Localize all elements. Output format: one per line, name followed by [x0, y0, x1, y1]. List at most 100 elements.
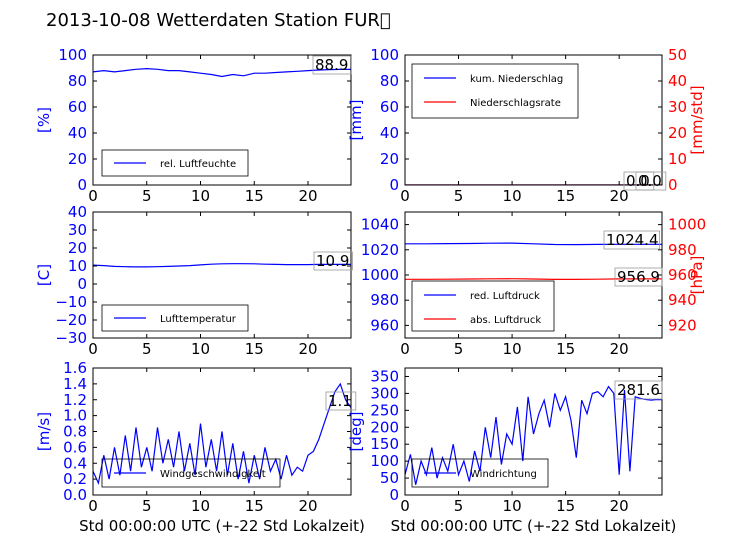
x-tick-label: 15: [556, 497, 575, 515]
value-annotation: 0.0: [626, 172, 650, 190]
x-tick-label: 5: [454, 187, 464, 205]
y-tick-label: 1.2: [63, 391, 87, 409]
value-annotation-box: [603, 230, 660, 250]
y-tick-label: 0: [77, 176, 87, 194]
legend-pressure: red. Luftdruck abs. Luftdruck: [411, 280, 555, 332]
value-annotation-box: [325, 391, 357, 411]
y-axis-label: [C]: [35, 264, 53, 286]
y-tick-label: 40: [68, 203, 87, 221]
y2-tick-label: 980: [668, 241, 697, 259]
y2-axis-label: [mm/std]: [688, 85, 706, 154]
x-tick-label: 0: [88, 497, 98, 515]
y-tick-label: 100: [370, 452, 399, 470]
y2-tick-label: 1000: [668, 216, 706, 234]
x-tick-label: 5: [454, 340, 464, 358]
x-tick-label: 20: [610, 340, 629, 358]
x-tick-label: 20: [298, 187, 317, 205]
value-annotation: 281.6: [617, 381, 660, 399]
y-tick-label: 960: [370, 316, 399, 334]
y-tick-label: 1040: [361, 216, 399, 234]
chart-title: 2013-10-08 Wetterdaten Station FUR : [46, 10, 391, 31]
legend-windspeed: Windgeschwindigkeit: [101, 458, 281, 488]
legend-temperature: Lufttemperatur: [101, 304, 249, 332]
legend-label: kum. Niederschlag: [470, 74, 563, 85]
series-temperature-0: [93, 263, 351, 268]
y2-tick-label: 0: [668, 176, 678, 194]
y-tick-label: 350: [370, 367, 399, 385]
x-tick-label: 10: [503, 187, 522, 205]
y2-axis-label: [hPa]: [688, 256, 706, 295]
panel-temperature: 0 5 10 15 20−30−20−10010203040[C]Lufttempera…: [35, 203, 353, 358]
y-tick-label: 250: [370, 401, 399, 419]
y-tick-label: 100: [370, 46, 399, 64]
value-annotation: 1.1: [328, 392, 352, 410]
y2-tick-label: 40: [668, 72, 687, 90]
y2-tick-label: 20: [668, 124, 687, 142]
plot-frame-temperature: [92, 211, 352, 339]
x-tick-label: 20: [298, 340, 317, 358]
y-tick-label: 300: [370, 384, 399, 402]
x-tick-label: 5: [142, 340, 152, 358]
y-tick-label: 40: [68, 124, 87, 142]
series-pressure-1: [405, 278, 662, 280]
y-axis-label: [deg]: [347, 412, 365, 452]
y-tick-label: 20: [380, 150, 399, 168]
x-tick-label: 20: [610, 497, 629, 515]
y-tick-label: 0.8: [63, 423, 87, 441]
y-tick-label: 0: [389, 486, 399, 504]
y-tick-label: 20: [68, 239, 87, 257]
y-tick-label: 100: [58, 46, 87, 64]
y-tick-label: −30: [55, 329, 87, 347]
y2-tick-label: 920: [668, 316, 697, 334]
legend-label: abs. Luftdruck: [470, 315, 541, 326]
legend-label: red. Luftdruck: [470, 291, 540, 302]
value-annotation: 956.9: [617, 268, 660, 286]
y-tick-label: 80: [68, 72, 87, 90]
x-axis-label: Std 00:00:00 UTC (+-22 Std Lokalzeit): [391, 517, 677, 535]
y2-tick-label: 30: [668, 98, 687, 116]
plot-frame-precip: [404, 54, 663, 186]
y-tick-label: 40: [380, 124, 399, 142]
value-annotation-box: [313, 251, 353, 271]
x-tick-label: 0: [400, 340, 410, 358]
y-tick-label: 0: [389, 176, 399, 194]
y-tick-label: 1000: [361, 266, 399, 284]
x-tick-label: 15: [245, 340, 264, 358]
y-axis-label: [%]: [35, 107, 53, 133]
legend-humidity: rel. Luftfeuchte: [101, 149, 249, 177]
x-tick-label: 0: [400, 187, 410, 205]
y-tick-label: 0: [77, 275, 87, 293]
value-annotation-box: [614, 380, 663, 400]
y-axis-label: [m/s]: [35, 412, 53, 451]
value-annotation: 0.0: [638, 172, 662, 190]
y-tick-label: 1.6: [63, 359, 87, 377]
x-tick-label: 10: [191, 497, 210, 515]
x-tick-label: 10: [503, 497, 522, 515]
y-tick-label: 20: [68, 150, 87, 168]
x-tick-label: 15: [245, 187, 264, 205]
value-annotation-box: [614, 267, 663, 287]
y-tick-label: 1.0: [63, 407, 87, 425]
y-tick-label: 60: [68, 98, 87, 116]
panel-pressure: 0 5 10 15 20 960 980 1000 1020 1040 920 940 960 980 10…: [361, 211, 706, 358]
x-tick-label: 15: [556, 340, 575, 358]
value-annotation-box: [635, 171, 667, 191]
plot-frame-humidity: [92, 54, 352, 186]
panel-windspeed: 0 5 10 15 20 0.00.20.40.60.81.01.21.41.6 [m/s]…: [35, 359, 365, 535]
x-tick-label: 0: [88, 340, 98, 358]
y-tick-label: 200: [370, 418, 399, 436]
y2-tick-label: 940: [668, 291, 697, 309]
x-tick-label: 10: [191, 187, 210, 205]
y2-tick-label: 50: [668, 46, 687, 64]
y-tick-label: 50: [380, 469, 399, 487]
x-axis-label: Std 00:00:00 UTC (+-22 Std Lokalzeit): [79, 517, 365, 535]
y-tick-label: 30: [68, 221, 87, 239]
y-tick-label: 980: [370, 291, 399, 309]
y-tick-label: 0.2: [63, 470, 87, 488]
y-tick-label: 10: [68, 257, 87, 275]
series-pressure-0: [405, 242, 662, 246]
series-humidity-0: [93, 67, 351, 78]
